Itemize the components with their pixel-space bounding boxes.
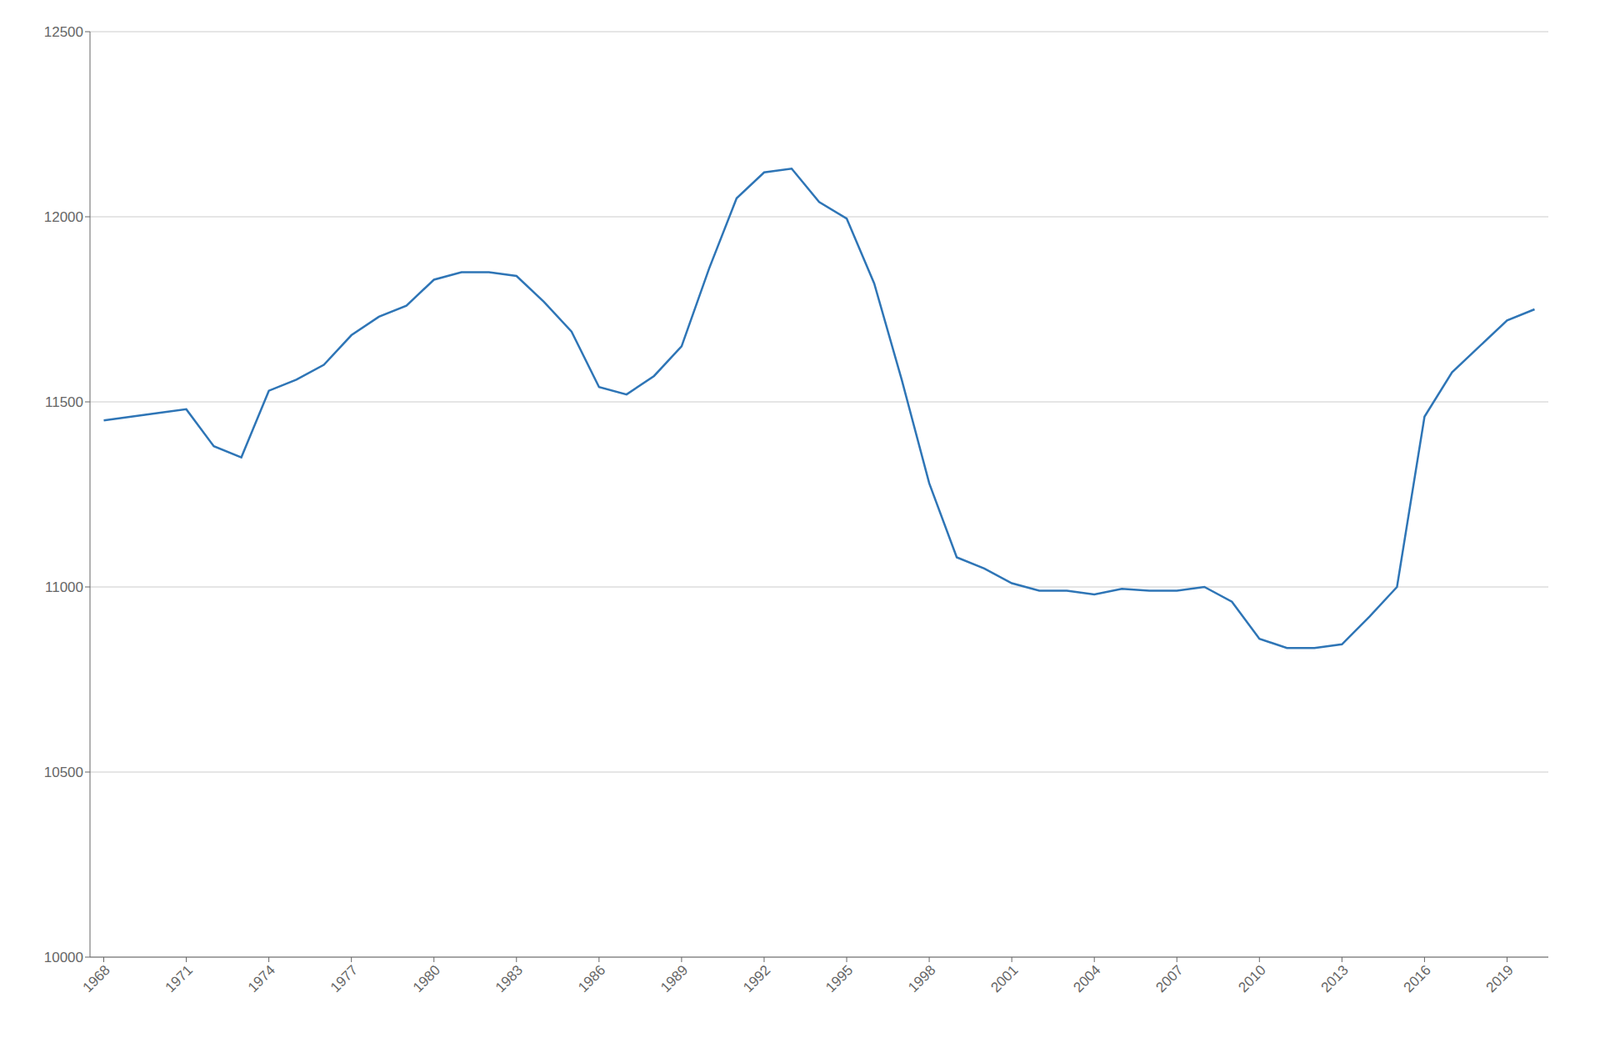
svg-text:10500: 10500 (44, 764, 84, 780)
svg-text:2010: 2010 (1235, 961, 1269, 995)
svg-text:1977: 1977 (327, 961, 361, 995)
svg-text:1980: 1980 (410, 961, 444, 995)
svg-text:11500: 11500 (45, 394, 84, 410)
svg-text:1983: 1983 (492, 961, 526, 995)
svg-text:2004: 2004 (1070, 961, 1104, 995)
svg-text:1995: 1995 (822, 961, 856, 995)
svg-text:1968: 1968 (80, 961, 114, 995)
svg-text:12000: 12000 (44, 209, 84, 225)
svg-text:2001: 2001 (987, 961, 1021, 995)
svg-text:2016: 2016 (1400, 961, 1435, 995)
svg-text:2007: 2007 (1152, 961, 1186, 995)
svg-text:2019: 2019 (1483, 961, 1517, 995)
svg-text:10000: 10000 (44, 949, 84, 965)
svg-text:1971: 1971 (162, 961, 196, 995)
svg-text:1986: 1986 (575, 961, 609, 995)
svg-text:12500: 12500 (44, 24, 84, 40)
svg-text:1989: 1989 (657, 961, 691, 995)
svg-text:11000: 11000 (45, 579, 84, 595)
svg-text:1974: 1974 (245, 961, 279, 995)
svg-text:1992: 1992 (740, 961, 774, 995)
svg-text:1998: 1998 (905, 961, 939, 995)
svg-text:2013: 2013 (1318, 961, 1352, 995)
